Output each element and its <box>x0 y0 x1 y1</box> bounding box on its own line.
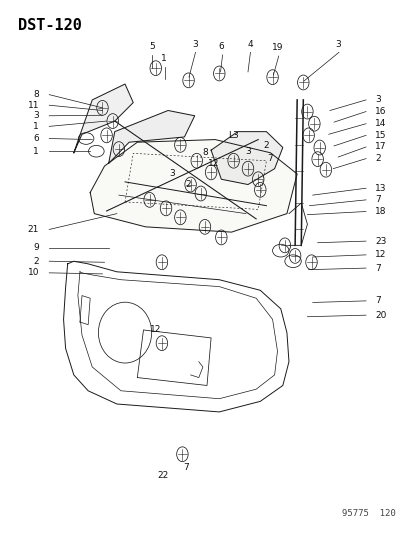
Text: 12: 12 <box>207 159 218 168</box>
Text: 16: 16 <box>374 107 386 116</box>
Text: 2: 2 <box>33 257 39 266</box>
Text: 1: 1 <box>33 122 39 131</box>
Polygon shape <box>211 132 282 184</box>
Text: 8: 8 <box>33 90 39 99</box>
Text: 8: 8 <box>202 148 207 157</box>
Polygon shape <box>90 140 297 232</box>
Text: 22: 22 <box>157 471 168 480</box>
Polygon shape <box>108 110 194 164</box>
Text: 12: 12 <box>374 251 385 260</box>
Text: 14: 14 <box>374 119 385 128</box>
Text: 6: 6 <box>218 42 224 51</box>
Text: 10: 10 <box>27 268 39 277</box>
Text: 6: 6 <box>33 134 39 143</box>
Text: 9: 9 <box>33 244 39 253</box>
Text: 21: 21 <box>28 225 39 234</box>
Text: DST-120: DST-120 <box>19 18 82 33</box>
Text: 23: 23 <box>374 237 385 246</box>
Text: 17: 17 <box>374 142 386 151</box>
Text: 2: 2 <box>374 154 380 163</box>
Text: 7: 7 <box>374 296 380 305</box>
Text: 3: 3 <box>191 39 197 49</box>
Text: 12: 12 <box>150 326 161 335</box>
Text: 7: 7 <box>267 154 273 163</box>
Text: 5: 5 <box>148 42 154 51</box>
Text: 7: 7 <box>183 463 189 472</box>
Polygon shape <box>74 84 133 153</box>
Text: 11: 11 <box>27 101 39 110</box>
Text: L3: L3 <box>228 131 238 140</box>
Text: 2: 2 <box>185 180 191 189</box>
Text: 3: 3 <box>335 39 340 49</box>
Text: 2: 2 <box>263 141 268 150</box>
Text: 3: 3 <box>169 169 175 179</box>
Text: 20: 20 <box>374 311 385 320</box>
Text: 7: 7 <box>374 264 380 272</box>
Text: 3: 3 <box>33 111 39 120</box>
Text: 19: 19 <box>271 43 282 52</box>
Text: 3: 3 <box>374 95 380 104</box>
Text: 13: 13 <box>374 184 386 193</box>
Text: 95775  120: 95775 120 <box>342 508 395 518</box>
Text: 1: 1 <box>33 147 39 156</box>
Text: 4: 4 <box>247 39 252 49</box>
Text: 18: 18 <box>374 207 386 216</box>
Text: 1: 1 <box>161 54 166 63</box>
Text: 3: 3 <box>244 147 250 156</box>
Text: 7: 7 <box>374 196 380 204</box>
Text: 15: 15 <box>374 131 386 140</box>
